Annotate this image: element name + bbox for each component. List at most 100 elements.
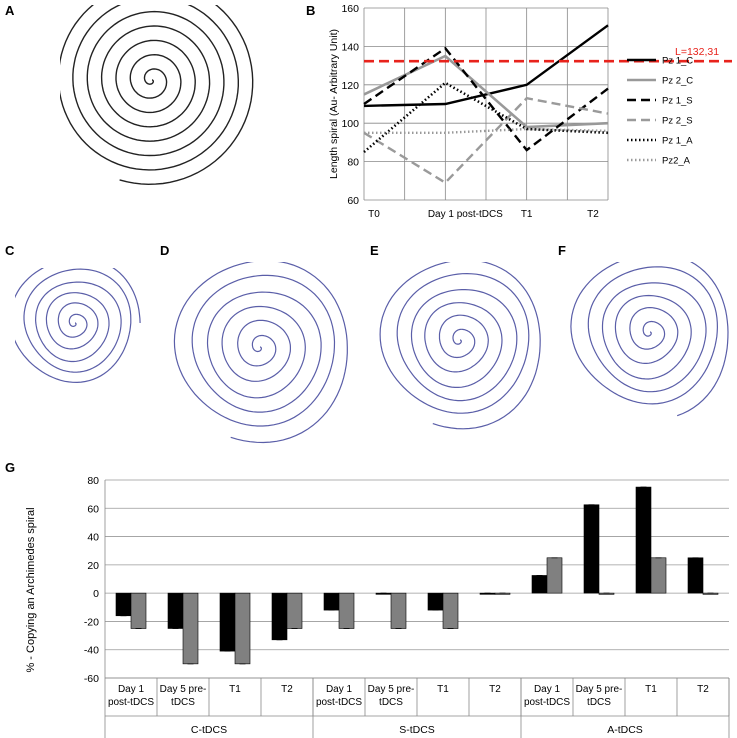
bar-chart-g: -60 -40 -20 0 20 40 60 80 Day 1 post-tDCS Day 5 p…: [25, 475, 730, 738]
bar: [546, 557, 563, 594]
bar: [390, 592, 407, 629]
bar: [234, 592, 251, 665]
y-tick-label: 60: [347, 195, 359, 207]
panel-label-d: D: [160, 243, 170, 258]
y-tick-label: -60: [84, 673, 99, 685]
category-label: Day 5 pre-: [160, 684, 207, 695]
category-label: Day 1: [534, 684, 561, 695]
reference-spiral-a: [60, 5, 254, 186]
drawn-spiral-c: [15, 268, 141, 384]
category-label: post-tDCS: [316, 697, 362, 708]
group-label: A-tDCS: [607, 724, 643, 736]
y-tick-label: -40: [84, 645, 99, 657]
y-axis-title-b: Length spiral (Au- Arbitrary Unit): [328, 29, 340, 179]
y-tick-label: -20: [84, 616, 99, 628]
group-label: C-tDCS: [191, 724, 227, 736]
panel-label-b: B: [306, 3, 316, 18]
bar: [115, 592, 132, 617]
patient-spiral-c: [15, 268, 141, 384]
y-tick-label: 80: [87, 475, 99, 487]
legend-label: Pz 1_S: [662, 96, 693, 107]
panel-label-g: G: [5, 460, 16, 475]
reference-line-b: L=132,31: [364, 46, 732, 63]
category-label: T2: [697, 684, 709, 695]
category-label: post-tDCS: [108, 697, 154, 708]
bar: [531, 575, 548, 594]
category-label: Day 1: [118, 684, 145, 695]
x-tick-label: T2: [587, 209, 599, 220]
y-tick-label: 140: [341, 41, 359, 53]
grid-g: [104, 479, 729, 679]
category-label: T1: [229, 684, 241, 695]
y-tick-label: 0: [93, 588, 99, 600]
legend-label: Pz 2_C: [662, 76, 693, 87]
y-tick-label: 60: [87, 503, 99, 515]
bar: [323, 592, 340, 611]
bar: [338, 592, 355, 629]
y-tick-label: 20: [87, 560, 99, 572]
legend-label: Pz 2_S: [662, 116, 693, 127]
legend-b: Pz 1_C Pz 2_C Pz 1_S Pz 2_S Pz 1_A Pz2_A: [627, 56, 693, 167]
patient-spiral-e: [379, 262, 541, 430]
bar: [167, 592, 184, 629]
bars-g: [115, 486, 719, 665]
series-line: [363, 81, 609, 153]
panel-label-e: E: [370, 243, 379, 258]
series-line: [363, 24, 609, 108]
drawn-spiral-f: [570, 262, 729, 417]
x-axis-groups-g: C-tDCS S-tDCS A-tDCS: [104, 678, 730, 738]
series-line: [363, 96, 609, 185]
legend-label: Pz 1_A: [662, 136, 693, 147]
bar: [286, 592, 303, 629]
panel-label-f: F: [558, 243, 566, 258]
x-axis-b: T0 Day 1 post-tDCS T1 T2: [368, 209, 599, 220]
series-line: [363, 46, 609, 152]
category-label: T1: [645, 684, 657, 695]
bar: [635, 486, 652, 594]
y-axis-g: -60 -40 -20 0 20 40 60 80: [84, 475, 99, 685]
bar: [427, 592, 444, 611]
archimedes-spiral-model: [60, 5, 254, 186]
y-tick-label: 160: [341, 3, 359, 15]
category-label: Day 1: [326, 684, 353, 695]
bar: [182, 592, 199, 665]
category-label: tDCS: [379, 697, 403, 708]
category-label: post-tDCS: [524, 697, 570, 708]
y-tick-label: 80: [347, 157, 359, 169]
category-label: Day 5 pre-: [368, 684, 415, 695]
patient-spiral-d: [173, 262, 348, 444]
category-label: tDCS: [171, 697, 195, 708]
y-tick-label: 120: [341, 80, 359, 92]
reference-label: L=132,31: [675, 46, 719, 58]
category-label: T2: [281, 684, 293, 695]
bar: [442, 592, 459, 629]
series-line: [364, 127, 609, 135]
group-label: S-tDCS: [399, 724, 435, 736]
y-axis-title-g: % - Copying an Archimedes spiral: [25, 507, 37, 672]
x-tick-label: T0: [368, 209, 380, 220]
x-tick-label: T1: [521, 209, 533, 220]
drawn-spiral-d: [173, 262, 348, 444]
bar: [130, 592, 147, 629]
bar: [687, 557, 704, 594]
line-chart-b: 60 80 100 120 140 160 T0 Day 1 post-tDCS T1 T2 L…: [328, 3, 732, 220]
x-axis-categories-g: Day 1 post-tDCS Day 5 pre-tDCS T1 T2 Day 1 pos…: [105, 677, 730, 716]
category-label: T2: [489, 684, 501, 695]
panel-label-c: C: [5, 243, 15, 258]
bar: [650, 557, 667, 594]
bar: [271, 592, 288, 641]
legend-label: Pz2_A: [662, 156, 691, 167]
bar: [583, 504, 600, 594]
x-tick-label: Day 1 post-tDCS: [428, 209, 503, 220]
y-tick-label: 100: [341, 118, 359, 130]
drawn-spiral-e: [379, 262, 541, 430]
category-label: Day 5 pre-: [576, 684, 623, 695]
y-tick-label: 40: [87, 532, 99, 544]
bar: [219, 592, 236, 652]
panel-label-a: A: [5, 3, 15, 18]
series-b: [363, 24, 609, 185]
category-label: T1: [437, 684, 449, 695]
y-axis-b: 60 80 100 120 140 160: [341, 3, 359, 207]
category-label: tDCS: [587, 697, 611, 708]
patient-spiral-f: [570, 262, 729, 417]
